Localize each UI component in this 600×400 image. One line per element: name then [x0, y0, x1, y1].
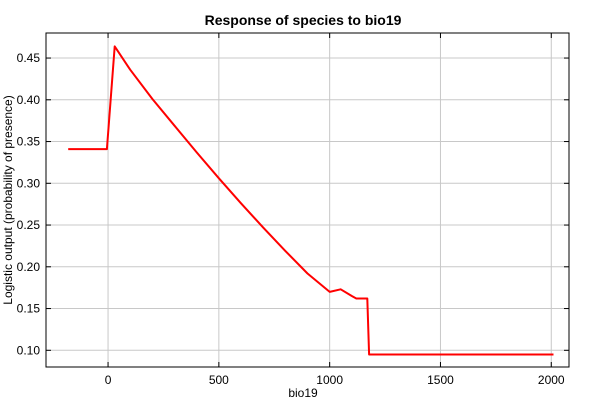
x-tick-label: 0 [105, 373, 112, 387]
x-tick-label: 2000 [538, 373, 565, 387]
response-curve [68, 45, 554, 356]
y-tick-label: 0.25 [17, 218, 41, 232]
x-tick-label: 1000 [316, 373, 343, 387]
axis-ticks: 0 500 1000 1500 2000 0.10 0.15 0.20 0.25 0.30 0.35… [17, 33, 569, 387]
y-tick-label: 0.15 [17, 302, 41, 316]
y-axis-label: Logistic output (probability of presence… [1, 95, 15, 304]
series-layer [68, 45, 554, 356]
y-tick-label: 0.20 [17, 260, 41, 274]
grid-lines [46, 33, 569, 367]
y-tick-label: 0.30 [17, 176, 41, 190]
plot-frame [45, 32, 570, 368]
y-tick-label: 0.10 [17, 343, 41, 357]
y-tick-label: 0.45 [17, 51, 41, 65]
x-axis-label: bio19 [288, 386, 318, 400]
y-tick-label: 0.35 [17, 135, 41, 149]
chart-title: Response of species to bio19 [205, 12, 402, 28]
y-tick-label: 0.40 [17, 93, 41, 107]
x-tick-label: 500 [209, 373, 229, 387]
x-tick-label: 1500 [427, 373, 454, 387]
